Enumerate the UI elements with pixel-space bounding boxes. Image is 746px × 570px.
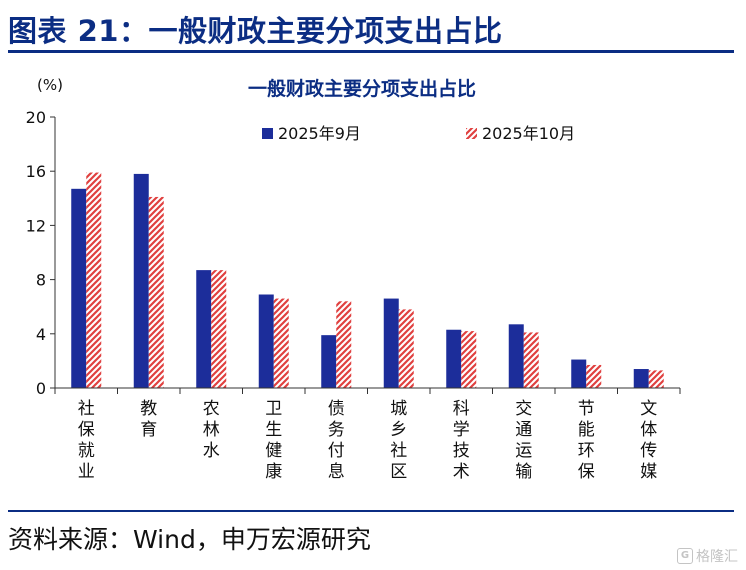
x-tick-label: 社保就业 [78, 399, 95, 482]
y-axis-unit: (%) [37, 76, 63, 94]
bar-series1 [508, 324, 524, 388]
bar-series2 [398, 309, 414, 388]
x-axis: 社保就业 教育 农林水 卫生健康 债务付息 城乡社区 科学技术 交通运输 节能环保 文体传媒 [54, 387, 681, 482]
y-tick-label: 8 [36, 271, 46, 290]
page-title: 图表 21：一般财政主要分项支出占比 [8, 14, 503, 48]
legend-label: 2025年10月 [482, 124, 575, 143]
bar-series1 [258, 294, 274, 388]
bar-series1 [196, 270, 212, 388]
legend: 2025年9月 2025年10月 [262, 124, 575, 143]
bar-series1 [383, 298, 399, 388]
legend-swatch [466, 128, 477, 139]
bar-series2 [148, 196, 164, 388]
bar-series1 [633, 369, 649, 388]
y-tick-label: 20 [26, 108, 46, 127]
bar-series1 [133, 173, 149, 388]
x-tick-label: 城乡社区 [390, 399, 407, 482]
y-tick-label: 16 [26, 162, 46, 181]
x-tick-label: 科学技术 [453, 399, 470, 482]
header-divider [8, 50, 734, 53]
legend-label: 2025年9月 [278, 124, 361, 143]
watermark: G 格隆汇 [677, 546, 738, 566]
bar-series2 [273, 298, 289, 388]
watermark-logo-icon: G [677, 548, 693, 564]
x-tick-label: 节能环保 [578, 399, 595, 482]
bar-series2 [86, 172, 102, 388]
bar-series1 [71, 188, 87, 388]
bar-series2 [523, 332, 539, 388]
x-tick-label: 文体传媒 [640, 399, 657, 482]
y-tick-label: 0 [36, 379, 46, 398]
bar-series2 [586, 364, 602, 388]
x-tick-label: 农林水 [203, 399, 220, 461]
chart-title: 一般财政主要分项支出占比 [248, 77, 476, 100]
bar-series1 [321, 335, 337, 388]
y-tick-label: 12 [26, 216, 46, 235]
bar-series2 [461, 331, 477, 388]
footer-divider [8, 510, 734, 512]
watermark-text: 格隆汇 [696, 549, 738, 565]
bar-series2 [211, 270, 227, 388]
x-tick-label: 债务付息 [328, 399, 345, 482]
bar-series2 [336, 301, 352, 388]
bar-series1 [571, 359, 587, 388]
source-note: 资料来源：Wind，申万宏源研究 [8, 525, 371, 554]
x-tick-label: 教育 [140, 399, 157, 440]
bars [71, 172, 664, 388]
x-tick-label: 卫生健康 [265, 399, 282, 482]
y-axis: 0 4 8 12 16 20 [26, 108, 56, 398]
bar-series1 [446, 329, 462, 388]
legend-swatch [262, 128, 273, 139]
x-tick-label: 交通运输 [515, 399, 532, 482]
y-tick-label: 4 [36, 325, 46, 344]
bar-chart: 一般财政主要分项支出占比 (%) 2025年9月 2025年10月 0 4 8 12 16… [26, 76, 681, 482]
bar-series2 [648, 370, 664, 388]
